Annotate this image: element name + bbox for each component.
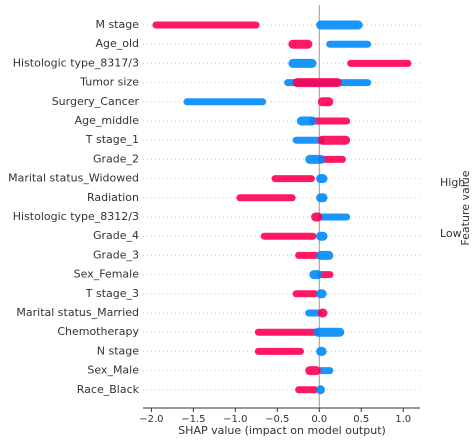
x-axis-label: SHAP value (impact on model output): [178, 424, 386, 437]
low-cluster: [305, 154, 325, 164]
low-cluster: [316, 385, 325, 395]
low-cluster: [288, 58, 317, 68]
feature-label: Sex_Male: [87, 364, 139, 377]
high-cluster: [152, 21, 260, 29]
low-cluster: [183, 98, 267, 106]
colorbar-low: Low: [440, 227, 462, 240]
x-tick-label: −0.5: [265, 414, 289, 425]
low-cluster: [316, 20, 363, 30]
high-cluster: [236, 194, 296, 202]
x-tick-label: −1.5: [181, 414, 205, 425]
high-cluster: [271, 175, 315, 183]
feature-label: Histologic type_8312/3: [13, 210, 139, 223]
feature-label: Histologic type_8317/3: [13, 56, 139, 69]
high-cluster: [292, 78, 342, 88]
x-tick-label: −1.0: [223, 414, 247, 425]
feature-label: Radiation: [87, 191, 139, 204]
high-cluster: [317, 308, 328, 318]
feature-label: Surgery_Cancer: [52, 95, 140, 108]
high-cluster: [254, 328, 320, 336]
feature-label: Sex_Female: [74, 268, 140, 281]
feature-label: Tumor size: [79, 76, 139, 89]
low-cluster: [316, 174, 328, 184]
low-cluster: [316, 289, 327, 299]
high-cluster: [292, 290, 319, 298]
feature-label: Chemotherapy: [57, 325, 139, 338]
x-tick-label: 0.5: [353, 414, 369, 425]
feature-label: Age_old: [95, 37, 139, 50]
low-cluster: [317, 367, 334, 375]
colorbar-high: High: [440, 176, 465, 189]
high-cluster: [288, 39, 313, 49]
feature-label: N stage: [97, 344, 139, 357]
low-cluster: [326, 40, 372, 48]
low-cluster: [313, 327, 345, 337]
feature-label: Marital status_Married: [16, 306, 139, 319]
x-tick-label: −2.0: [139, 414, 163, 425]
x-tick-label: 0.0: [311, 414, 327, 425]
high-cluster: [305, 366, 321, 376]
low-cluster: [296, 116, 317, 126]
feature-label: Marital status_Widowed: [8, 172, 139, 185]
high-cluster: [317, 135, 351, 145]
feature-label: Race_Black: [77, 383, 140, 396]
high-cluster: [295, 251, 320, 259]
feature-label: T stage_1: [85, 133, 139, 146]
feature-label: M stage: [95, 18, 139, 31]
high-cluster: [254, 347, 304, 355]
low-cluster: [292, 136, 325, 144]
low-cluster: [316, 193, 328, 203]
low-cluster: [317, 213, 351, 221]
high-cluster: [317, 97, 334, 107]
feature-label: Grade_2: [93, 152, 139, 165]
feature-label: Grade_3: [93, 248, 139, 261]
high-cluster: [317, 155, 346, 163]
feature-label: Age_middle: [75, 114, 140, 127]
low-cluster: [316, 346, 327, 356]
high-cluster: [260, 232, 317, 240]
feature-label: Grade_4: [93, 229, 139, 242]
low-cluster: [316, 231, 328, 241]
high-cluster: [309, 117, 351, 125]
high-cluster: [311, 212, 323, 222]
colorbar-title: Feature value: [459, 170, 472, 245]
high-cluster: [347, 59, 412, 67]
feature-label: T stage_3: [85, 287, 139, 300]
high-cluster: [295, 386, 319, 394]
x-tick-label: 1.0: [395, 414, 411, 425]
low-cluster: [316, 250, 334, 260]
low-cluster: [309, 270, 323, 280]
